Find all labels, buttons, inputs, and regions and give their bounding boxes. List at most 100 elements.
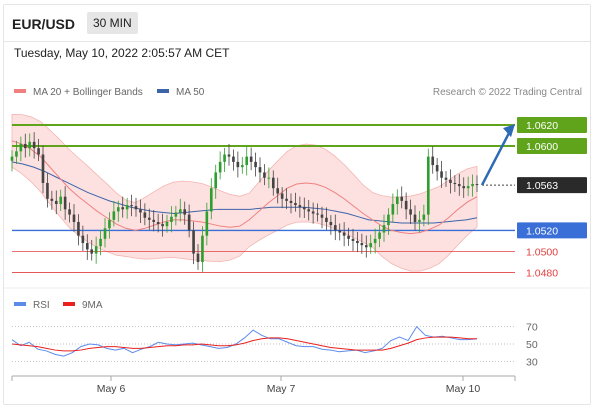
x-tick-label: May 6	[97, 383, 126, 395]
level-badge-1.0520	[517, 222, 587, 239]
candle-body	[413, 214, 417, 222]
candle-body	[378, 232, 381, 239]
candle-body	[205, 211, 209, 236]
candle-body	[391, 204, 395, 215]
candle-body	[72, 214, 76, 222]
candle-body	[170, 216, 173, 222]
level-label-1.0620: 1.0620	[526, 120, 558, 132]
candle-body	[409, 209, 412, 215]
candle-body	[94, 246, 98, 254]
candle-body	[147, 217, 151, 220]
candle-body	[271, 177, 275, 189]
candle-body	[23, 143, 27, 149]
candle-body	[50, 198, 54, 201]
candle-body	[302, 207, 306, 210]
candle-body	[121, 207, 125, 210]
ma20-legend-label: MA 20 + Bollinger Bands	[33, 87, 143, 98]
candle-body	[422, 214, 426, 220]
candle-body	[218, 161, 222, 173]
candle-body	[178, 209, 182, 213]
candle-body	[37, 148, 40, 155]
candle-body	[90, 249, 94, 254]
candle-body	[373, 238, 377, 244]
candle-body	[471, 184, 474, 187]
candle-body	[382, 225, 386, 233]
candle-body	[395, 196, 399, 205]
candle-body	[307, 209, 311, 212]
ma20-legend-swatch	[14, 89, 26, 93]
candle-body	[280, 193, 284, 199]
bollinger-band	[11, 114, 478, 272]
candle-body	[294, 202, 297, 206]
candle-body	[103, 228, 107, 239]
candle-body	[267, 177, 271, 179]
level-label-1.0500: 1.0500	[526, 246, 558, 258]
level-label-1.0520: 1.0520	[526, 225, 558, 237]
candle-body	[165, 221, 169, 227]
candle-body	[457, 184, 461, 187]
candle-body	[329, 221, 333, 226]
candle-body	[320, 214, 324, 218]
candle-body	[227, 154, 231, 157]
symbol-label: EUR/USD	[12, 16, 76, 32]
candle-body	[161, 224, 164, 227]
rsi-legend-label: RSI	[33, 300, 50, 311]
candle-body	[63, 196, 67, 210]
candle-body	[347, 235, 350, 239]
price-panel: 1.0620 1.0600 1.0563 1.0520 1.0500 1.0480	[10, 114, 587, 280]
ma50-legend-label: MA 50	[176, 87, 205, 98]
candle-body	[258, 167, 262, 173]
level-badge-1.0600	[517, 138, 587, 155]
ma20-line	[11, 140, 478, 235]
candle-body	[426, 156, 430, 215]
candle-body	[32, 141, 36, 149]
candle-body	[440, 171, 443, 178]
candle-body	[85, 243, 89, 250]
x-tick-label: May 7	[267, 383, 296, 395]
candle-body	[19, 143, 23, 152]
candle-body	[99, 238, 102, 247]
level-label-1.0480: 1.0480	[526, 268, 558, 280]
candle-body	[387, 214, 390, 226]
candle-body	[214, 172, 218, 189]
candle-body	[10, 156, 14, 161]
candle-body	[108, 219, 111, 229]
candle-body	[152, 219, 156, 222]
candle-body	[54, 200, 58, 205]
rsi-panel: 70 50 30	[11, 322, 538, 368]
candle-body	[28, 141, 32, 149]
chart-header: EUR/USD 30 MIN	[4, 5, 590, 42]
candle-body	[130, 205, 133, 207]
candle-body	[187, 214, 191, 231]
level-badge-1.0563	[517, 177, 587, 194]
candle-body	[223, 154, 226, 162]
rsi-tick-70: 70	[526, 322, 538, 334]
candle-body	[81, 235, 85, 244]
candle-body	[475, 184, 479, 186]
timeframe-badge[interactable]: 30 MIN	[87, 12, 138, 34]
candle-body	[418, 219, 421, 222]
candle-body	[77, 221, 80, 236]
candle-body	[449, 179, 452, 183]
candle-body	[156, 221, 160, 225]
candle-body	[431, 156, 435, 166]
candle-body	[192, 230, 195, 254]
candle-body	[46, 182, 49, 199]
candle-body	[351, 238, 355, 241]
candle-body	[125, 205, 129, 210]
candle-body	[298, 205, 302, 208]
candle-body	[254, 161, 257, 168]
candle-body	[59, 196, 63, 205]
ma50-line	[11, 161, 478, 224]
rsi-tick-50: 50	[526, 339, 538, 351]
ma9-legend-swatch	[63, 302, 75, 306]
candle-body	[263, 172, 266, 178]
candle-body	[174, 212, 178, 217]
candle-body	[466, 186, 470, 189]
level-label-1.0600: 1.0600	[526, 141, 558, 153]
candle-body	[360, 243, 364, 246]
forecast-arrow-shaft	[480, 130, 512, 186]
candle-body	[285, 198, 288, 201]
candle-body	[444, 177, 448, 180]
